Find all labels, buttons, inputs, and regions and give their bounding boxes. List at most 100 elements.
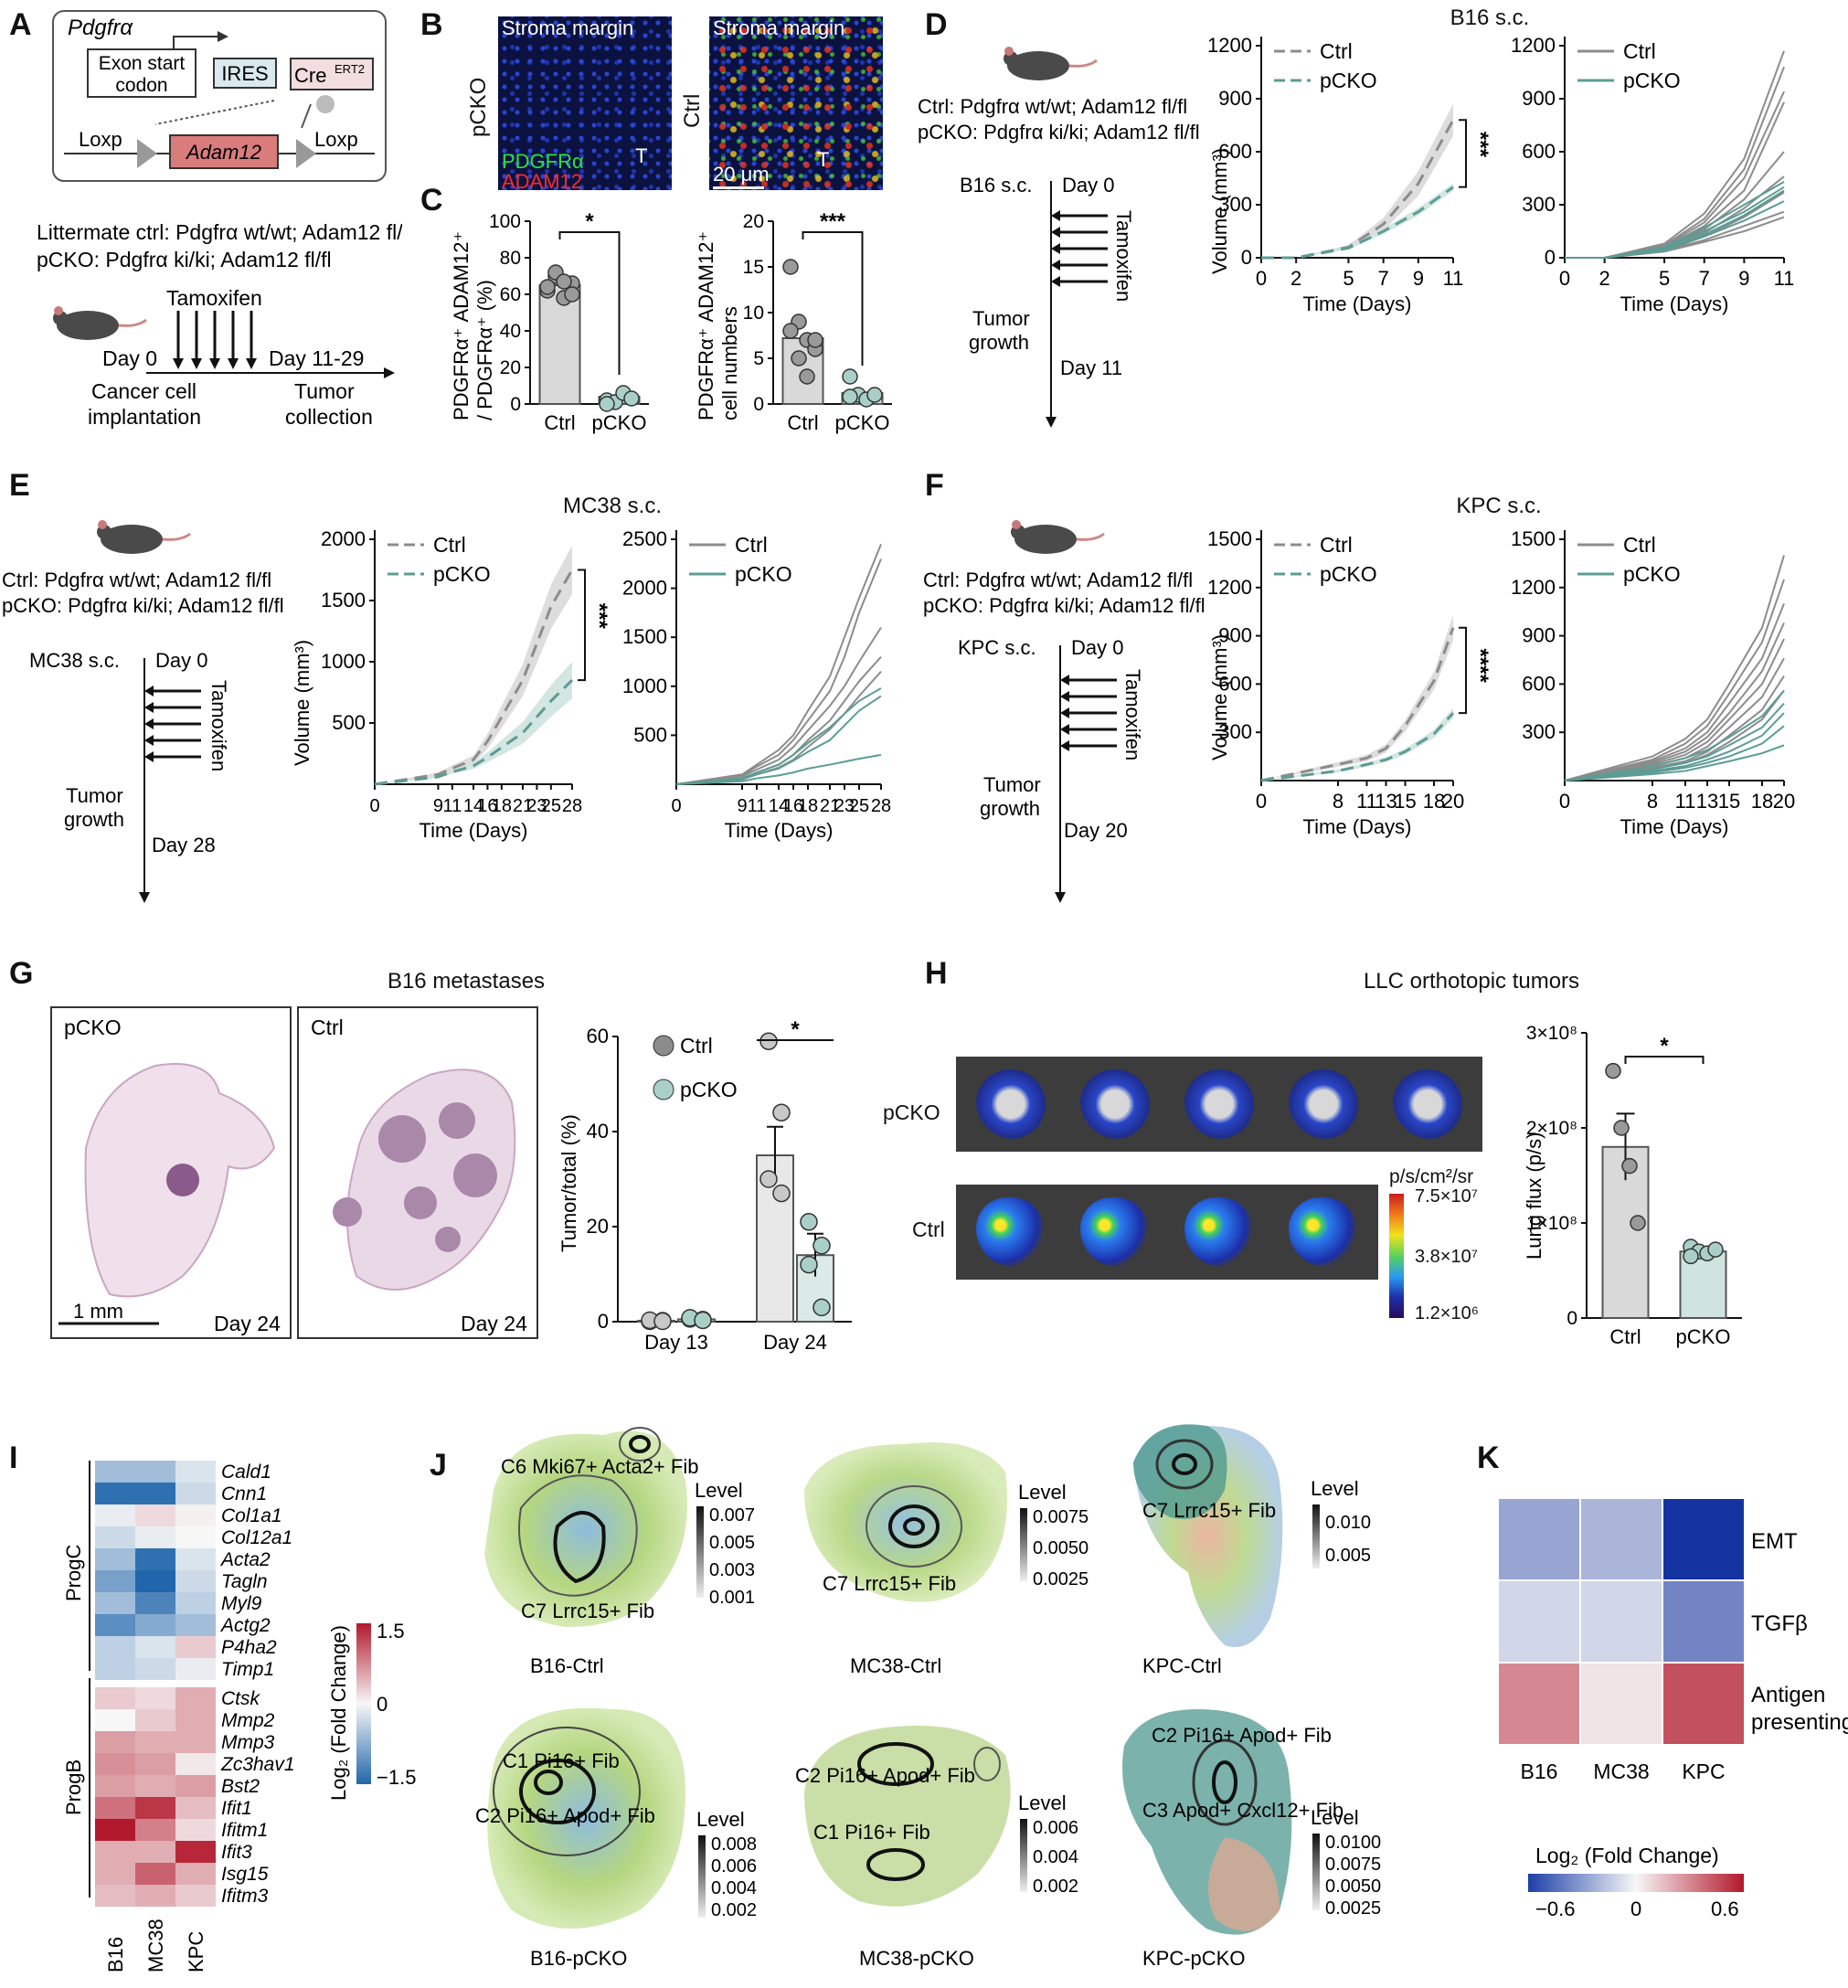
tamoxifen-label: Tamoxifen bbox=[166, 286, 262, 310]
i-group-progb: ProgB bbox=[62, 1759, 85, 1815]
d-mean-xtick-label: 2 bbox=[1290, 267, 1301, 290]
i-cell-Ifit1-MC38 bbox=[135, 1797, 175, 1819]
d-mean-ytick-label: 300 bbox=[1218, 193, 1252, 216]
i-cell-Mmp2-MC38 bbox=[135, 1709, 175, 1731]
d-indiv-ytick-label: 300 bbox=[1522, 193, 1556, 216]
i-cell-Ctsk-B16 bbox=[95, 1687, 135, 1709]
d-ylabel: Volume (mm³) bbox=[1208, 148, 1231, 274]
k-cell-0-B16 bbox=[1499, 1499, 1579, 1579]
i-cell-Ifitm3-MC38 bbox=[135, 1885, 175, 1907]
g-day-left: Day 24 bbox=[214, 1312, 281, 1335]
j-level-title-1: Level bbox=[695, 1479, 743, 1502]
g-point-Ctrl bbox=[772, 1184, 791, 1203]
d-mean-ytick-label: 900 bbox=[1218, 87, 1252, 110]
i-cell-Cnn1-MC38 bbox=[135, 1483, 175, 1504]
i-row-label-Mmp3: Mmp3 bbox=[221, 1732, 275, 1753]
d-mean-xtick-label: 0 bbox=[1256, 267, 1267, 290]
b-ctrl-rowlabel: Ctrl bbox=[680, 93, 705, 128]
loxp-right-triangle bbox=[296, 139, 316, 168]
c-right-point-Ctrl bbox=[782, 259, 799, 275]
f-mean-band-pCKO bbox=[1261, 707, 1453, 781]
f-day0: Day 0 bbox=[1071, 636, 1123, 659]
e-mean-xtick-label: 28 bbox=[562, 796, 582, 816]
d-day-end: Day 11 bbox=[1060, 356, 1122, 379]
f-indiv-ytick-label: 300 bbox=[1522, 720, 1556, 743]
d-indiv-series-pCKO-12 bbox=[1565, 200, 1785, 259]
e-mean-xtick-label: 21 bbox=[513, 796, 533, 816]
e-indiv-series-Ctrl-2 bbox=[675, 626, 882, 785]
e-indiv-legend-Ctrl: Ctrl bbox=[735, 533, 768, 557]
collect-label-1: Tumor bbox=[294, 379, 355, 403]
f-mean-series-Ctrl-0 bbox=[1260, 627, 1455, 782]
j-mc38-ctrl-cluster-1: C7 Lrrc15+ Fib bbox=[823, 1572, 956, 1595]
c-left-ytick-label: 0 bbox=[510, 394, 521, 415]
d-indiv-xlabel: Time (Days) bbox=[1620, 292, 1729, 315]
j-level-title-4: Level bbox=[696, 1808, 745, 1831]
e-indiv-legend-pCKO: pCKO bbox=[735, 562, 792, 586]
i-cell-Cald1-MC38 bbox=[135, 1461, 175, 1483]
panel-h-label: H bbox=[925, 956, 948, 991]
i-cell-Myl9-KPC bbox=[175, 1592, 216, 1614]
i-heatmap-svg: Cald1Cnn1Col1a1Col12a1Acta2TaglnMyl9Actg… bbox=[62, 1461, 416, 1972]
g-point-pCKO bbox=[812, 1237, 831, 1255]
i-cell-Bst2-KPC bbox=[175, 1775, 216, 1797]
i-cell-Mmp3-MC38 bbox=[135, 1731, 175, 1753]
g-title: B16 metastases bbox=[387, 969, 546, 994]
d-mean-xlabel: Time (Days) bbox=[1303, 292, 1412, 315]
exon-box bbox=[87, 48, 196, 98]
exon-text-2: codon bbox=[115, 75, 167, 96]
f-ylabel: Volume (mm³) bbox=[1208, 634, 1231, 760]
j-level-title-2: Level bbox=[1018, 1481, 1067, 1504]
d-indiv-xtick-label: 11 bbox=[1774, 267, 1795, 290]
c-right-ytick-label: 10 bbox=[743, 303, 764, 324]
d-indiv-chart: 0 300 600 900 1200 0 2 5 7 9 11 Time (Days) Ctrl pCKO bbox=[1511, 37, 1794, 315]
e-indiv-series-pCKO-5 bbox=[675, 687, 882, 785]
panel-j-label: J bbox=[430, 1448, 447, 1483]
i-cell-Timp1-B16 bbox=[95, 1658, 135, 1680]
i-cell-Col1a1-KPC bbox=[175, 1504, 216, 1526]
j-kpc-pcko-cluster-1: C2 Pi16+ Apod+ Fib bbox=[1152, 1724, 1332, 1747]
j-plot-mc38-ctrl: C7 Lrrc15+ Fib MC38-Ctrl Level 0.0075 0.… bbox=[804, 1442, 1089, 1677]
k-row-label-2b: presenting bbox=[1751, 1710, 1848, 1735]
k-col-label-KPC: KPC bbox=[1682, 1759, 1725, 1783]
h-bar-xlabel-pCKO: pCKO bbox=[1676, 1325, 1731, 1348]
j-b16-pcko-cluster-2: C2 Pi16+ Apod+ Fib bbox=[475, 1804, 655, 1827]
c-right-chart: 0 5 10 15 20 Ctrl pCKO *** bbox=[743, 209, 892, 434]
f-mean-xtick-label: 18 bbox=[1423, 790, 1445, 813]
k-heatmap: EMT TGFβ Antigen presenting B16 MC38 KPC bbox=[1499, 1499, 1848, 1783]
i-cell-Timp1-KPC bbox=[175, 1658, 216, 1680]
cre-box bbox=[290, 58, 374, 90]
stroma-margin-left: Stroma margin bbox=[502, 16, 634, 39]
j-mc38-pcko-level-2: 0.004 bbox=[1033, 1847, 1078, 1867]
c-right-point-pCKO bbox=[842, 368, 858, 385]
f-mean-sig-bracket bbox=[1459, 626, 1467, 715]
h-bar-ytick-label: 1×10⁸ bbox=[1526, 1213, 1577, 1234]
c-right-point-Ctrl bbox=[782, 323, 799, 339]
i-cell-Ctsk-KPC bbox=[175, 1687, 216, 1709]
i-cell-Bst2-B16 bbox=[95, 1775, 135, 1797]
j-plot-kpc-ctrl: C7 Lrrc15+ Fib KPC-Ctrl Level 0.010 0.00… bbox=[1133, 1424, 1371, 1677]
i-cell-Col1a1-MC38 bbox=[135, 1504, 175, 1526]
k-cbar-tick-3: 0.6 bbox=[1711, 1898, 1739, 1919]
f-indiv-ytick-label: 1200 bbox=[1511, 576, 1556, 599]
j-kpc-pcko-level-2: 0.0075 bbox=[1325, 1855, 1381, 1875]
f-indiv-series-pCKO-11 bbox=[1564, 725, 1785, 781]
c-right-xlabel-pCKO: pCKO bbox=[835, 411, 890, 434]
k-cell-2-MC38 bbox=[1581, 1664, 1662, 1744]
e-mean-series-Ctrl-0 bbox=[374, 569, 574, 786]
i-row-label-Actg2: Actg2 bbox=[219, 1615, 271, 1636]
j-level-title-5: Level bbox=[1018, 1791, 1067, 1814]
mouse-icon bbox=[1004, 47, 1098, 80]
h-row-pcko: pCKO bbox=[883, 1100, 940, 1124]
d-mean-band-Ctrl bbox=[1261, 103, 1453, 258]
k-cell-1-MC38 bbox=[1581, 1581, 1662, 1662]
day-end-label: Day 11-29 bbox=[269, 346, 364, 370]
f-title: KPC s.c. bbox=[1456, 494, 1542, 518]
i-cell-Ifitm1-B16 bbox=[95, 1819, 135, 1841]
i-cell-Col12a1-KPC bbox=[175, 1526, 216, 1548]
e-pcko-geno: pCKO: Pdgfrα ki/ki; Adam12 fl/fl bbox=[2, 594, 284, 617]
f-model: KPC s.c. bbox=[958, 636, 1036, 659]
